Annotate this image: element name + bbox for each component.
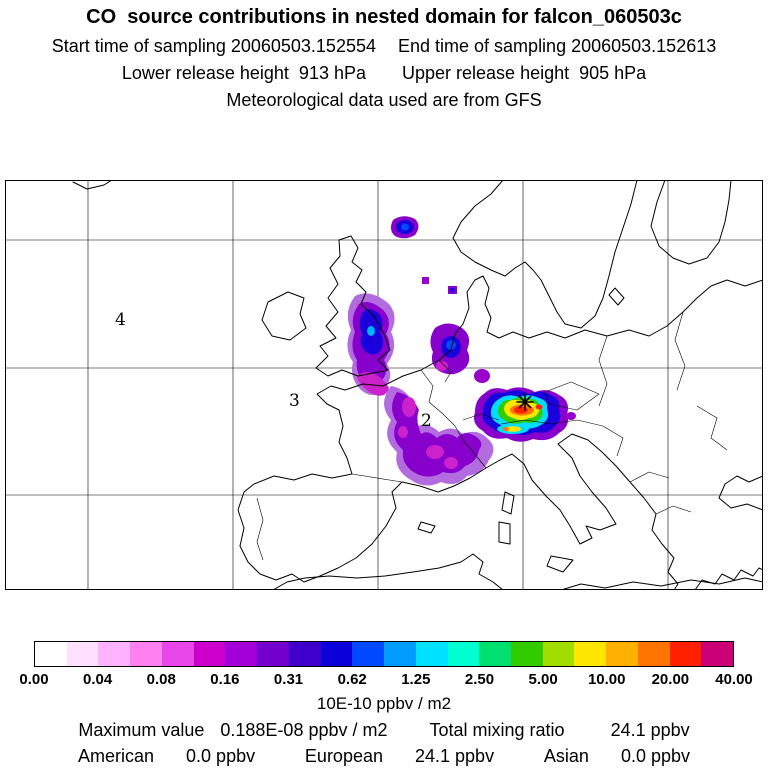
colorbar-tick-label: 0.08 bbox=[146, 671, 176, 688]
title-text: CO source contributions in nested domain… bbox=[86, 6, 682, 28]
colorbar-segment bbox=[35, 642, 67, 666]
upper-release-height-text: Upper release height 905 hPa bbox=[402, 63, 647, 83]
colorbar-tick-label: 0.16 bbox=[210, 671, 240, 688]
coast-africa-east bbox=[560, 577, 763, 590]
colorbar-tick-label: 0.04 bbox=[83, 671, 113, 688]
plume-france bbox=[384, 386, 494, 486]
coast-italy bbox=[499, 443, 617, 545]
coast-france-iberia bbox=[237, 385, 501, 583]
coast-balkans bbox=[557, 433, 679, 590]
colorbar-segment bbox=[225, 642, 258, 666]
colorbar-segment bbox=[130, 642, 162, 666]
region-value: 24.1 ppbv bbox=[415, 746, 495, 766]
colorbar-ticklabels: 0.00 0.04 0.08 0.16 0.31 0.62 1.25 2.50 5.00 10.0… bbox=[19, 671, 752, 689]
colorbar-segment bbox=[193, 642, 226, 666]
total-mixing-ratio-label: Total mixing ratio bbox=[429, 720, 565, 740]
europe-map: 4 3 2 bbox=[5, 180, 763, 590]
region-contribution-asian: Asian 0.0 ppbv bbox=[544, 746, 690, 767]
colorbar-segment bbox=[66, 642, 99, 666]
region-contribution-european: European 24.1 ppbv bbox=[305, 746, 494, 767]
units-text: 10E-10 ppbv / m2 bbox=[316, 694, 452, 713]
stats-line: Maximum value 0.188E-08 ppbv / m2 Total … bbox=[0, 720, 768, 741]
region-value: 0.0 ppbv bbox=[186, 746, 256, 766]
colorbar-tick-label: 0.62 bbox=[337, 671, 367, 688]
colorbar-segment bbox=[257, 642, 289, 666]
colorbar-units: 10E-10 ppbv / m2 bbox=[0, 694, 768, 714]
colorbar-segment bbox=[637, 642, 670, 666]
colorbar-tick-label: 20.00 bbox=[651, 671, 690, 688]
colorbar-segment bbox=[288, 642, 321, 666]
island-sardinia bbox=[498, 521, 511, 545]
colorbar-segment bbox=[352, 642, 385, 666]
plume-low-countries bbox=[422, 277, 490, 383]
colorbar-tick-label: 1.25 bbox=[401, 671, 431, 688]
start-time-text: Start time of sampling 20060503.152554 bbox=[51, 36, 376, 56]
colorbar-tick-label: 2.50 bbox=[464, 671, 495, 688]
release-heights-line: Lower release height 913 hPa Upper relea… bbox=[0, 63, 768, 84]
colorbar bbox=[34, 641, 734, 667]
release-point-marker bbox=[516, 393, 534, 411]
cluster-labels: 4 3 2 bbox=[115, 310, 432, 431]
sampling-times-line: Start time of sampling 20060503.152554 E… bbox=[0, 36, 768, 57]
page-title: CO source contributions in nested domain… bbox=[0, 6, 768, 29]
coast-ireland bbox=[261, 291, 307, 341]
colorbar-segment bbox=[701, 642, 734, 666]
colorbar-segment bbox=[447, 642, 480, 666]
lower-release-height-text: Lower release height 913 hPa bbox=[121, 63, 366, 83]
maximum-value: 0.188E-08 ppbv / m2 bbox=[220, 720, 388, 740]
colorbar-segment bbox=[669, 642, 702, 666]
concentration-plumes bbox=[347, 216, 576, 486]
colorbar-segment bbox=[161, 642, 194, 666]
colorbar-segment bbox=[511, 642, 543, 666]
coast-finland bbox=[650, 180, 732, 265]
meteo-data-text: Meteorological data used are from GFS bbox=[226, 90, 542, 110]
region-name: American bbox=[78, 746, 155, 766]
colorbar-segment bbox=[384, 642, 416, 666]
island-corsica bbox=[501, 491, 515, 515]
coast-continent-north bbox=[344, 275, 763, 391]
region-name: Asian bbox=[543, 746, 589, 766]
colorbar-segment bbox=[542, 642, 575, 666]
plume-uk-north-sea bbox=[347, 293, 395, 396]
meteo-data-line: Meteorological data used are from GFS bbox=[0, 90, 768, 111]
colorbar-segment bbox=[606, 642, 638, 666]
region-name: European bbox=[304, 746, 383, 766]
coast-great-britain bbox=[315, 235, 391, 377]
plume-norwegian-sea bbox=[390, 216, 419, 239]
coast-scandinavia bbox=[452, 180, 638, 329]
coast-africa-west bbox=[272, 553, 504, 590]
coast-aegean bbox=[694, 567, 763, 590]
colorbar-segment bbox=[415, 642, 448, 666]
island-gotland bbox=[608, 287, 625, 306]
colorbar-segment bbox=[320, 642, 353, 666]
colorbar-tick-label: 40.00 bbox=[715, 671, 753, 688]
colorbar-segment bbox=[574, 642, 607, 666]
end-time-text: End time of sampling 20060503.152613 bbox=[398, 36, 717, 56]
maximum-value-label: Maximum value bbox=[78, 720, 205, 740]
colorbar-tick-label: 0.00 bbox=[19, 671, 49, 688]
colorbar-tick-label: 0.31 bbox=[273, 671, 304, 688]
coast-iceland-edge bbox=[72, 180, 113, 190]
island-balearics bbox=[417, 521, 436, 534]
country-borders bbox=[256, 311, 728, 561]
total-mixing-ratio-value: 24.1 ppbv bbox=[610, 720, 690, 740]
regional-contributions: American 0.0 ppbv European 24.1 ppbv Asian 0.… bbox=[78, 746, 690, 767]
plume-alps-hotspot bbox=[474, 387, 576, 442]
colorbar-tick-label: 10.00 bbox=[587, 671, 626, 688]
cluster-label-2: 2 bbox=[421, 411, 432, 431]
colorbar-tick-label: 5.00 bbox=[528, 671, 558, 688]
cluster-label-3: 3 bbox=[289, 391, 300, 411]
island-sicily bbox=[546, 555, 574, 573]
colorbar-segment bbox=[98, 642, 131, 666]
region-contribution-american: American 0.0 ppbv bbox=[78, 746, 255, 767]
region-value: 0.0 ppbv bbox=[620, 746, 690, 766]
coastlines bbox=[72, 180, 763, 590]
map-svg: 4 3 2 bbox=[5, 180, 763, 590]
coast-black-sea bbox=[718, 475, 763, 511]
cluster-label-4: 4 bbox=[115, 310, 126, 330]
colorbar-segment bbox=[479, 642, 512, 666]
map-frame bbox=[5, 180, 763, 590]
